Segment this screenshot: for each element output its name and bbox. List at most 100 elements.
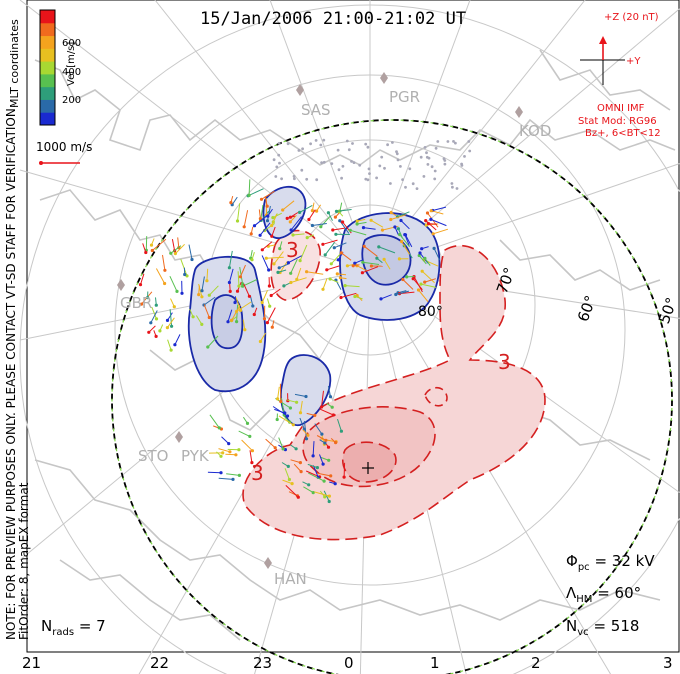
vector-origin	[327, 494, 331, 498]
vector-origin	[329, 262, 333, 266]
velocity-vector	[292, 233, 305, 236]
contour-label-2: 3	[498, 350, 511, 374]
vector-origin	[320, 432, 324, 436]
grey-dot	[401, 178, 404, 182]
velocity-vector	[306, 271, 324, 275]
vector-origin	[149, 243, 154, 247]
vector-origin	[276, 397, 280, 401]
grey-dot	[337, 168, 341, 172]
grey-dot	[426, 163, 430, 166]
velocity-vector	[248, 179, 251, 196]
grey-dot	[411, 182, 415, 186]
velocity-vector	[261, 190, 275, 200]
vector-origin	[245, 421, 250, 425]
grey-dot	[336, 148, 340, 152]
velocity-vector	[337, 418, 342, 432]
vector-origin	[298, 411, 303, 415]
velocity-vector	[418, 289, 429, 303]
vector-origin	[361, 226, 366, 230]
vector-origin	[289, 280, 293, 285]
vector-origin	[278, 247, 282, 251]
mlt-tick-2: 2	[531, 654, 541, 672]
vector-origin	[281, 208, 285, 212]
velocity-vector	[239, 264, 246, 277]
velocity-vector	[303, 486, 314, 494]
station-sto: STO	[138, 447, 169, 465]
velocity-vector	[218, 477, 234, 480]
vector-origin	[310, 223, 314, 228]
vector-origin	[267, 284, 271, 288]
vector-origin	[230, 318, 234, 322]
velocity-vector	[312, 465, 319, 478]
vector-origin	[351, 264, 355, 268]
velocity-vector	[177, 237, 180, 248]
vector-origin	[405, 275, 409, 279]
vector-origin	[311, 454, 315, 458]
vector-origin	[400, 239, 404, 244]
velocity-vector	[188, 244, 193, 260]
vector-origin	[259, 197, 264, 201]
grey-dot	[375, 176, 378, 180]
velocity-vector	[299, 204, 313, 213]
vector-origin	[328, 277, 332, 281]
velocity-vector	[236, 301, 252, 312]
vector-origin	[286, 261, 290, 265]
velocity-vector	[272, 212, 283, 219]
velocity-colorbar	[39, 9, 56, 126]
grey-dot	[451, 185, 454, 189]
stat-n-vc: Nvc = 518	[566, 617, 640, 638]
grey-dot	[399, 165, 402, 168]
velocity-vector	[362, 261, 380, 265]
vector-origin	[241, 282, 245, 286]
vector-origin	[353, 294, 357, 299]
velocity-vector	[278, 437, 284, 450]
velocity-vector	[227, 309, 233, 322]
grey-dot	[404, 185, 407, 189]
velocity-vector	[221, 436, 230, 444]
velocity-vector	[203, 304, 210, 318]
station-marker-sas	[296, 84, 304, 96]
vector-origin	[233, 300, 237, 305]
vector-origin	[238, 308, 243, 312]
vector-origin	[200, 322, 204, 326]
vector-origin	[228, 289, 232, 293]
vector-origin	[205, 279, 209, 283]
vector-origin	[252, 312, 256, 317]
velocity-vector	[424, 278, 436, 283]
vector-origin	[227, 266, 231, 270]
vector-origin	[345, 264, 349, 268]
vector-origin	[172, 305, 176, 309]
vector-origin	[267, 268, 271, 272]
grey-dot	[301, 147, 304, 151]
vector-origin	[235, 219, 240, 223]
vector-origin	[175, 289, 179, 293]
velocity-vector	[166, 317, 175, 328]
velocity-vector	[308, 472, 325, 482]
grey-dot	[347, 148, 351, 152]
velocity-vector	[271, 213, 278, 226]
vector-origin	[287, 477, 291, 482]
station-gbr: GBR	[120, 294, 153, 312]
vector-origin	[339, 429, 343, 433]
velocity-vector	[142, 243, 147, 253]
vector-origin	[250, 449, 254, 453]
velocity-vector	[231, 304, 241, 321]
vector-origin	[173, 343, 177, 347]
vector-origin	[170, 324, 174, 328]
grey-dot	[423, 146, 427, 149]
velocity-vector	[433, 248, 441, 261]
vector-origin	[432, 246, 436, 250]
vector-origin	[139, 302, 144, 306]
grey-dot	[305, 177, 309, 181]
grey-dot	[383, 166, 386, 170]
velocity-vector	[206, 268, 209, 281]
vector-origin	[291, 233, 295, 237]
grey-dot	[364, 177, 368, 181]
velocity-vector	[180, 259, 188, 277]
velocity-vector	[150, 310, 158, 324]
vector-origin	[304, 437, 309, 441]
mlt-tick-0: 0	[344, 654, 354, 672]
grey-dot	[433, 177, 437, 181]
velocity-vector	[288, 255, 302, 264]
velocity-vector	[322, 278, 328, 290]
